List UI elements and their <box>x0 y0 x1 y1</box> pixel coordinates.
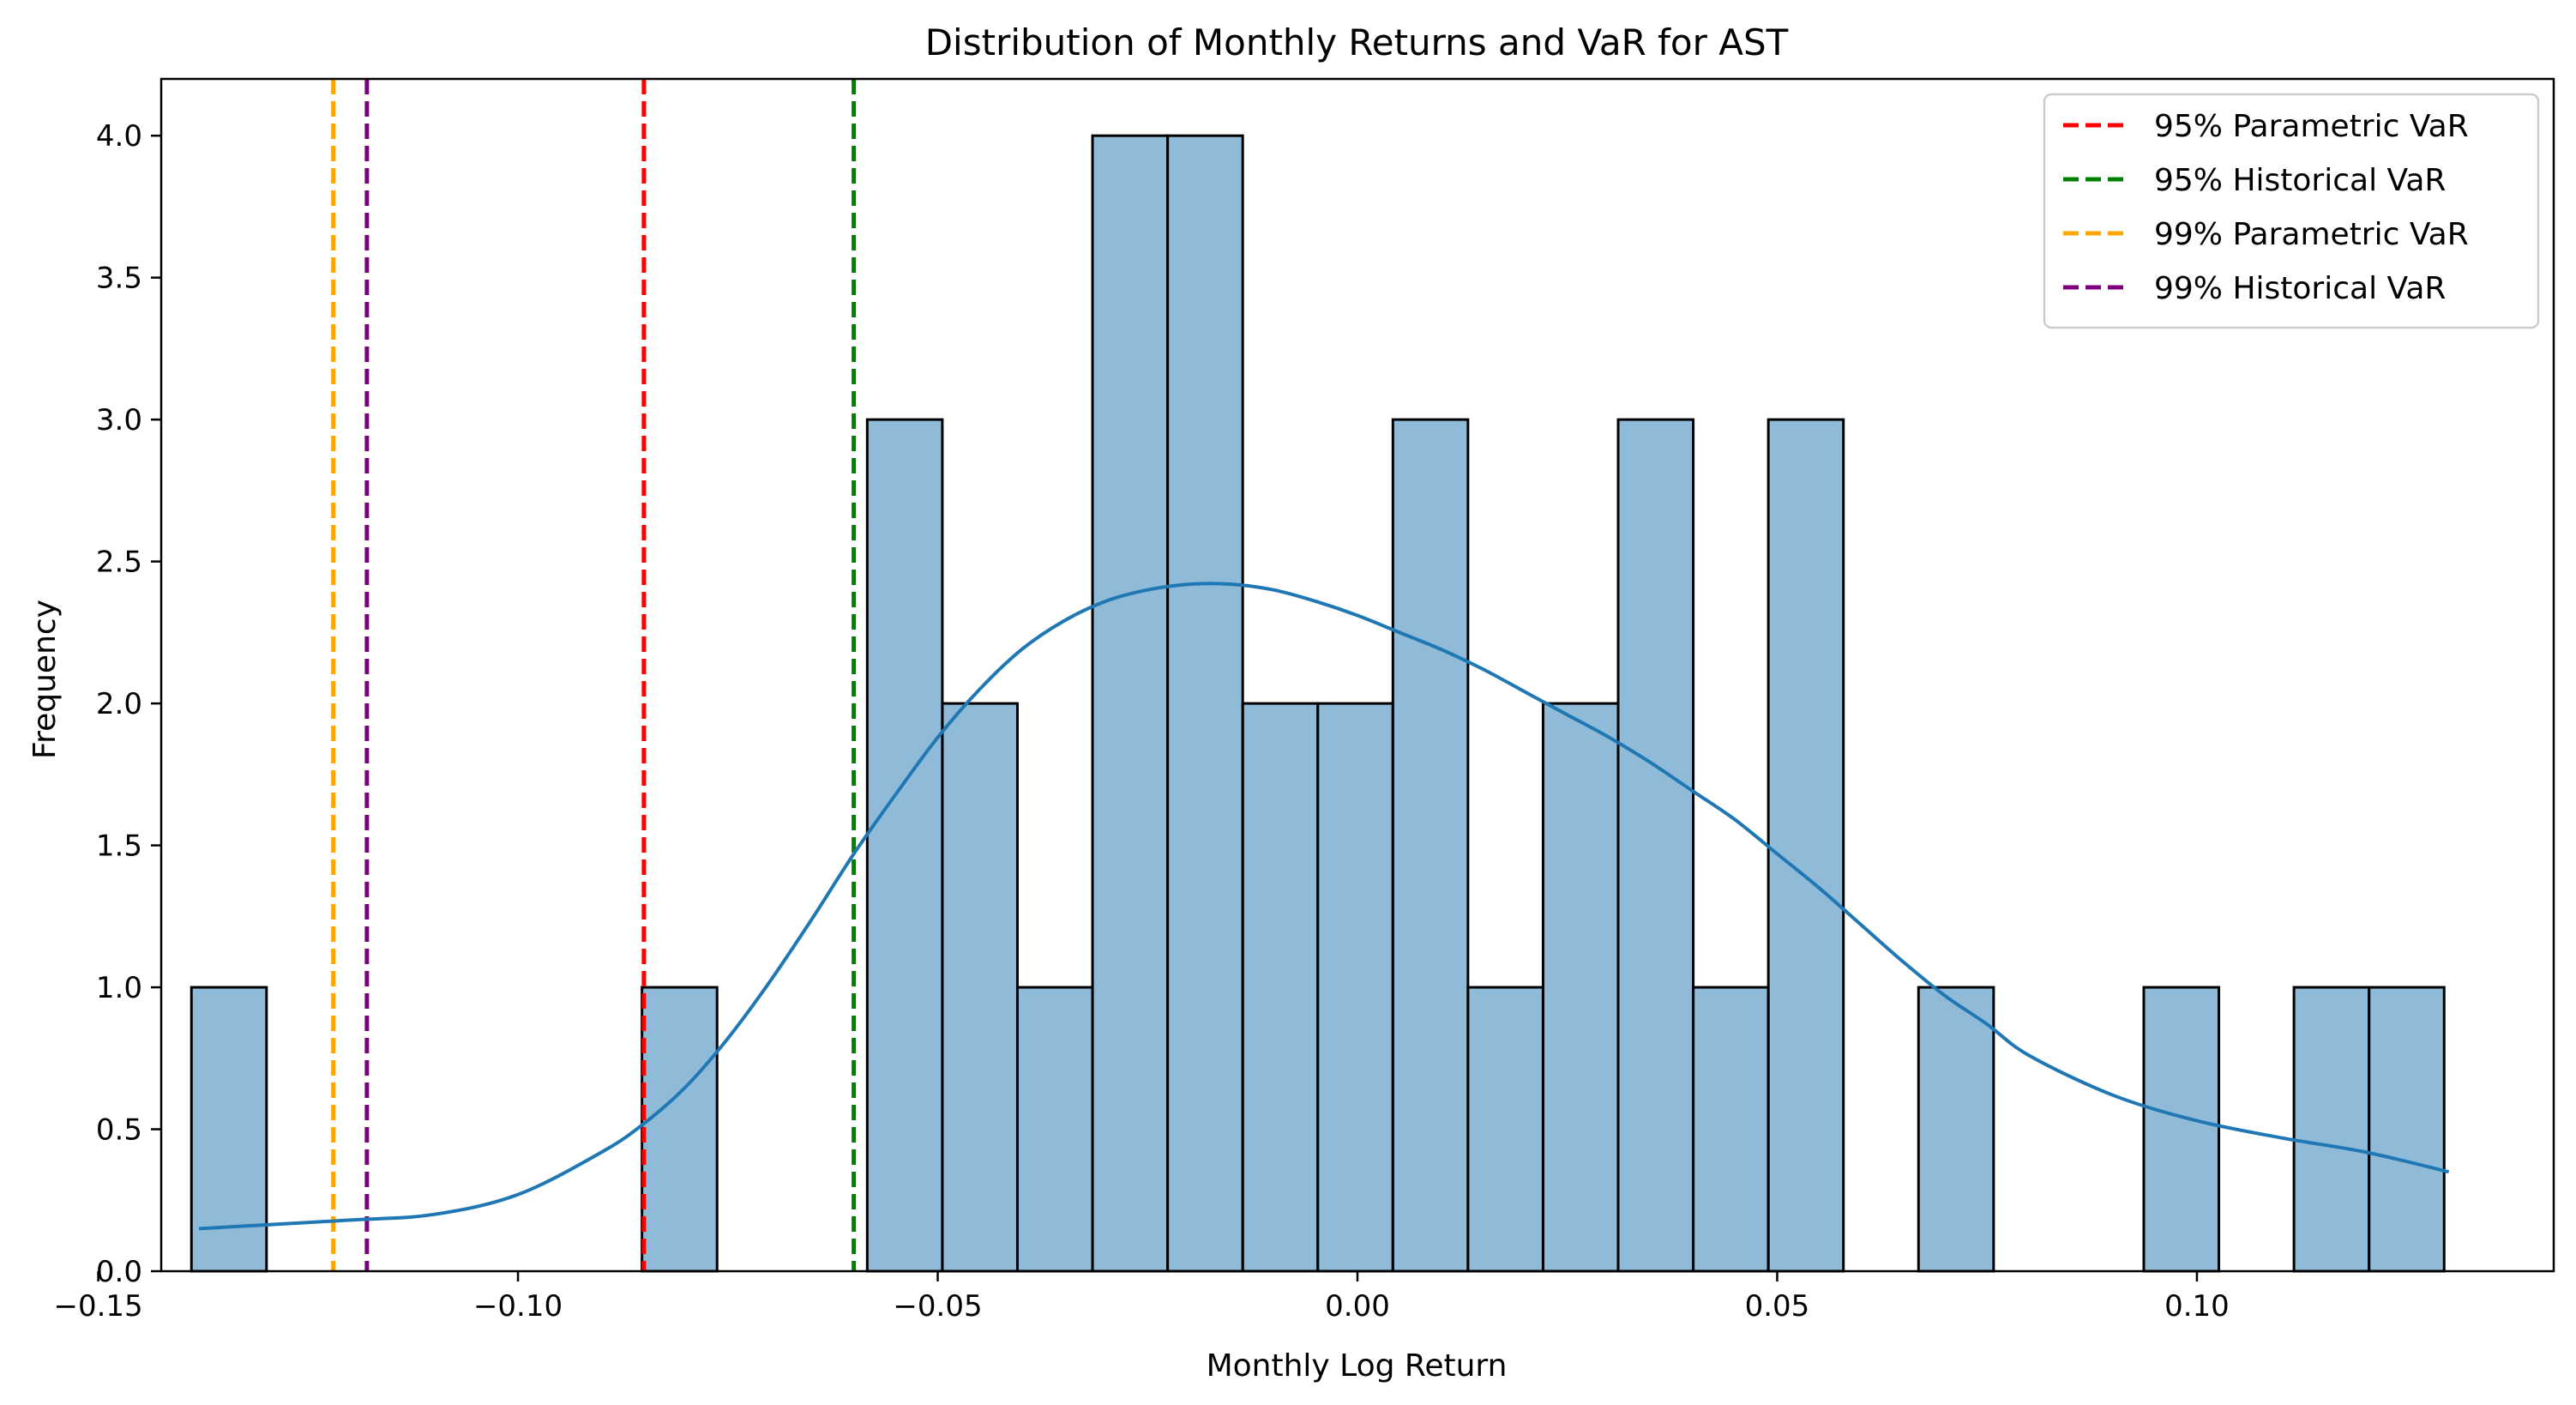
histogram-bar <box>641 986 719 1273</box>
legend-label: 95% Parametric VaR <box>2154 109 2469 144</box>
legend: 95% Parametric VaR 95% Historical VaR 99% … <box>2043 93 2540 329</box>
histogram-bar <box>1015 986 1094 1273</box>
x-tick-label: −0.10 <box>473 1289 563 1324</box>
legend-label: 99% Parametric VaR <box>2154 217 2469 252</box>
histogram-bar <box>1766 418 1845 1273</box>
y-tick-label: 3.5 <box>96 262 142 296</box>
x-axis-ticks: −0.15 −0.10 −0.05 0.00 0.05 0.10 <box>53 1271 2230 1324</box>
x-tick-label: −0.05 <box>893 1289 982 1324</box>
legend-label: 99% Historical VaR <box>2154 271 2446 306</box>
y-axis-label: Frequency <box>27 600 63 759</box>
x-tick-label: 0.10 <box>2164 1289 2230 1324</box>
y-tick-label: 4.0 <box>96 119 142 154</box>
histogram-bar <box>1091 134 1170 1273</box>
legend-box <box>2043 93 2540 329</box>
x-tick-label: 0.00 <box>1325 1289 1390 1324</box>
histogram-bar <box>2368 986 2446 1273</box>
y-tick-label: 3.0 <box>96 403 142 437</box>
y-tick-label: 1.0 <box>96 971 142 1005</box>
histogram-bar <box>1316 702 1394 1273</box>
histogram-bar <box>1541 702 1620 1273</box>
histogram-bar <box>1391 418 1470 1273</box>
histogram-bar <box>1241 702 1320 1273</box>
chart-title: Distribution of Monthly Returns and VaR … <box>925 21 1789 63</box>
histogram-bar <box>2142 986 2221 1273</box>
y-axis-ticks: 0.0 0.5 1.0 1.5 2.0 2.5 3.0 3.5 4.0 <box>96 119 161 1289</box>
y-tick-label: 1.5 <box>96 829 142 864</box>
histogram-bar <box>1917 986 1995 1273</box>
x-tick-label: 0.05 <box>1745 1289 1810 1324</box>
histogram-bar <box>2292 986 2371 1273</box>
histogram-bar <box>1166 134 1244 1273</box>
var-lines <box>331 79 857 1271</box>
y-tick-label: 0.0 <box>96 1255 142 1289</box>
histogram-bar <box>1616 418 1695 1273</box>
histogram-bar <box>1466 986 1544 1273</box>
y-tick-label: 0.5 <box>96 1113 142 1148</box>
legend-label: 95% Historical VaR <box>2154 163 2446 198</box>
histogram-bar <box>865 418 944 1273</box>
x-tick-label: −0.15 <box>53 1289 142 1324</box>
kde-curve <box>198 582 2450 1231</box>
histogram-bars <box>190 134 2446 1273</box>
histogram-bar <box>941 702 1019 1273</box>
y-tick-label: 2.5 <box>96 546 142 580</box>
x-axis-label: Monthly Log Return <box>1207 1348 1508 1384</box>
histogram-bar <box>1692 986 1770 1273</box>
y-tick-label: 2.0 <box>96 687 142 721</box>
